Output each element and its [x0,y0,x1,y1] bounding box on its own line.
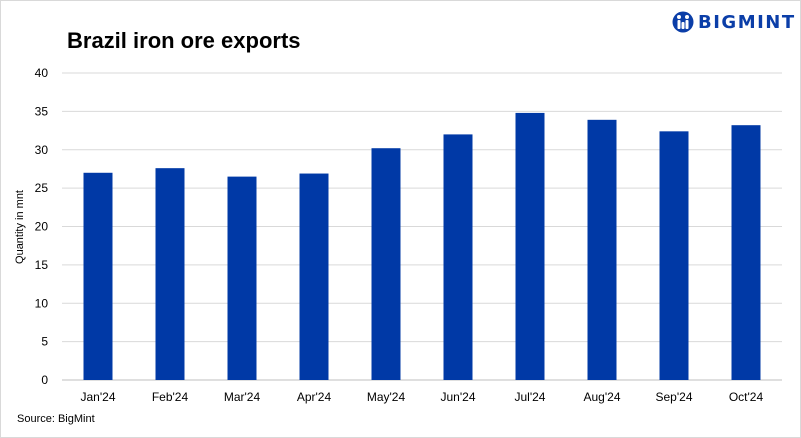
bar [299,173,329,380]
bar [731,125,761,380]
y-tick-label: 10 [35,296,49,310]
brand-name: BIGMINT [698,11,796,33]
x-axis-ticks: Jan'24 Feb'24 Mar'24 Apr'24 May'24 Jun'24 Jul'… [81,390,764,404]
y-tick-label: 35 [35,104,49,118]
x-tick-label: May'24 [367,390,406,404]
y-tick-label: 0 [41,373,48,387]
brand-logo: BIGMINT [672,9,796,35]
bar [443,134,473,380]
x-tick-label: Apr'24 [297,390,332,404]
bar [155,168,185,380]
y-tick-label: 30 [35,143,49,157]
y-axis-ticks: 0 5 10 15 20 25 30 35 40 [35,66,49,387]
x-tick-label: Jan'24 [81,390,116,404]
x-tick-label: Jul'24 [515,390,546,404]
x-tick-label: Sep'24 [656,390,693,404]
bigmint-logo-icon [672,11,694,33]
x-tick-label: Mar'24 [224,390,261,404]
y-tick-label: 15 [35,258,49,272]
bar [227,176,257,380]
y-tick-label: 40 [35,66,49,80]
y-tick-label: 25 [35,181,49,195]
source-note: Source: BigMint [17,413,95,425]
x-tick-label: Aug'24 [584,390,621,404]
x-tick-label: Oct'24 [729,390,764,404]
bar [515,112,545,380]
bar [371,148,401,380]
bar [83,172,113,380]
y-tick-label: 20 [35,220,49,234]
y-axis-label: Quantity in mnt [14,190,26,264]
chart-title: Brazil iron ore exports [67,28,301,53]
x-tick-label: Feb'24 [152,390,189,404]
y-tick-label: 5 [41,335,48,349]
bars [83,112,761,380]
bar [659,131,689,380]
x-tick-label: Jun'24 [441,390,476,404]
bar [587,119,617,380]
